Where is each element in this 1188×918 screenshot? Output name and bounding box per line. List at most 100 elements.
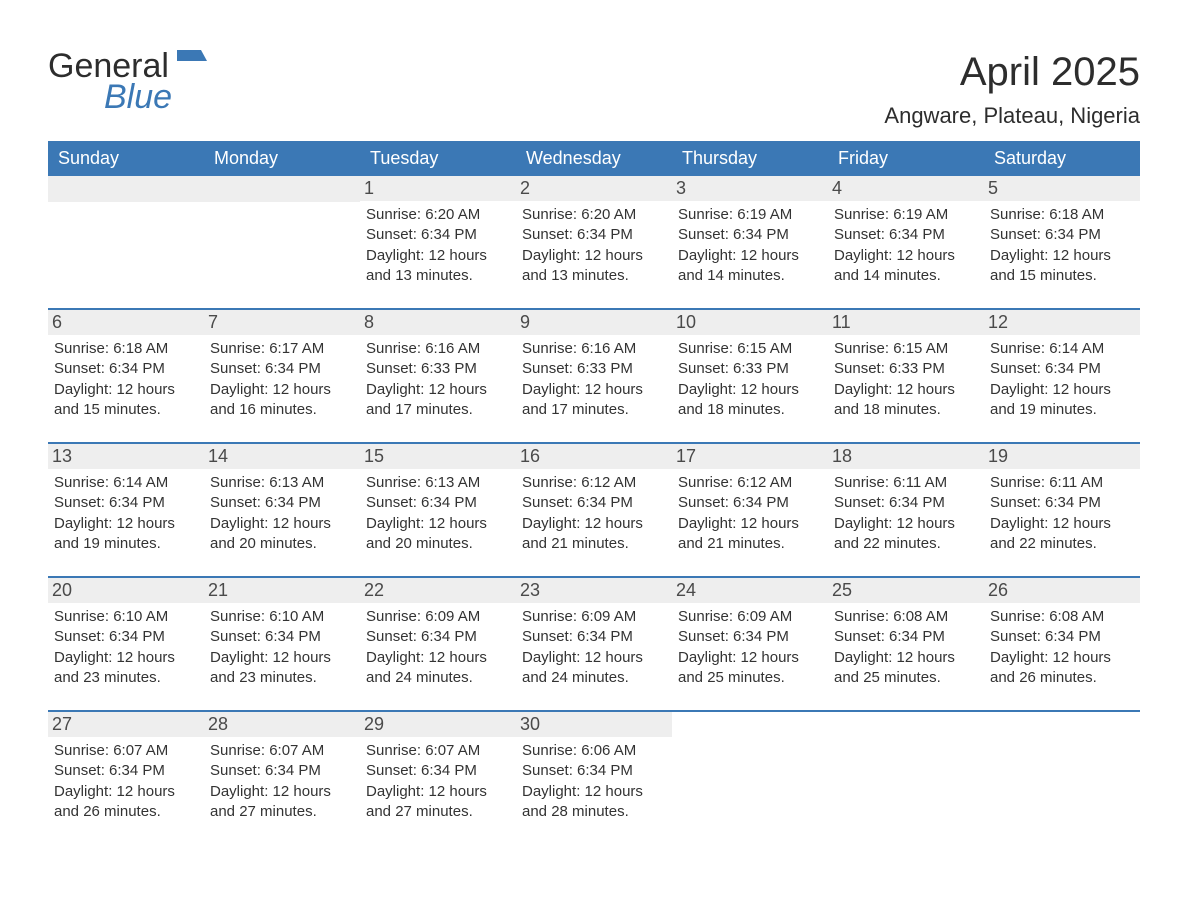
day-header: Sunday (48, 141, 204, 176)
day-number: 26 (984, 578, 1140, 603)
sunrise-text: Sunrise: 6:17 AM (210, 339, 354, 359)
daylight-text: Daylight: 12 hours and 23 minutes. (210, 648, 354, 689)
day-number: 5 (984, 176, 1140, 201)
day-cell: 12Sunrise: 6:14 AMSunset: 6:34 PMDayligh… (984, 310, 1140, 428)
day-number: 23 (516, 578, 672, 603)
sunrise-text: Sunrise: 6:08 AM (990, 607, 1134, 627)
day-number: 11 (828, 310, 984, 335)
sunset-text: Sunset: 6:34 PM (522, 493, 666, 513)
sunset-text: Sunset: 6:34 PM (366, 761, 510, 781)
sunrise-text: Sunrise: 6:07 AM (54, 741, 198, 761)
day-content: Sunrise: 6:15 AMSunset: 6:33 PMDaylight:… (678, 339, 822, 420)
sunset-text: Sunset: 6:34 PM (54, 761, 198, 781)
logo-flag-icon (177, 50, 207, 77)
sunrise-text: Sunrise: 6:12 AM (522, 473, 666, 493)
day-number: 6 (48, 310, 204, 335)
daylight-text: Daylight: 12 hours and 22 minutes. (834, 514, 978, 555)
daylight-text: Daylight: 12 hours and 21 minutes. (678, 514, 822, 555)
sunset-text: Sunset: 6:34 PM (54, 493, 198, 513)
day-cell: 29 Sunrise: 6:07 AMSunset: 6:34 PMDayligh… (360, 712, 516, 830)
day-content: Sunrise: 6:09 AMSunset: 6:34 PMDaylight:… (678, 607, 822, 688)
day-content: Sunrise: 6:17 AMSunset: 6:34 PMDaylight:… (210, 339, 354, 420)
day-content: Sunrise: 6:10 AMSunset: 6:34 PMDaylight:… (210, 607, 354, 688)
day-content: Sunrise: 6:08 AMSunset: 6:34 PMDaylight:… (834, 607, 978, 688)
day-content: Sunrise: 6:08 AMSunset: 6:34 PMDaylight:… (990, 607, 1134, 688)
daylight-text: Daylight: 12 hours and 26 minutes. (990, 648, 1134, 689)
sunset-text: Sunset: 6:33 PM (522, 359, 666, 379)
daylight-text: Daylight: 12 hours and 17 minutes. (366, 380, 510, 421)
day-cell: 4Sunrise: 6:19 AMSunset: 6:34 PMDaylight… (828, 176, 984, 294)
day-number: 22 (360, 578, 516, 603)
page-header: General Blue April 2025 Angware, Plateau… (48, 50, 1140, 129)
day-content: Sunrise: 6:07 AMSunset: 6:34 PMDaylight:… (54, 741, 198, 822)
day-content: Sunrise: 6:09 AMSunset: 6:34 PMDaylight:… (522, 607, 666, 688)
day-number: 12 (984, 310, 1140, 335)
daylight-text: Daylight: 12 hours and 19 minutes. (990, 380, 1134, 421)
sunrise-text: Sunrise: 6:11 AM (990, 473, 1134, 493)
sunset-text: Sunset: 6:34 PM (834, 225, 978, 245)
day-cell (672, 712, 828, 830)
sunrise-text: Sunrise: 6:16 AM (522, 339, 666, 359)
day-cell: 16Sunrise: 6:12 AMSunset: 6:34 PMDayligh… (516, 444, 672, 562)
day-header: Tuesday (360, 141, 516, 176)
day-content: Sunrise: 6:20 AMSunset: 6:34 PMDaylight:… (522, 205, 666, 286)
day-cell: 27Sunrise: 6:07 AMSunset: 6:34 PMDayligh… (48, 712, 204, 830)
day-cell: 14Sunrise: 6:13 AMSunset: 6:34 PMDayligh… (204, 444, 360, 562)
day-header: Thursday (672, 141, 828, 176)
daylight-text: Daylight: 12 hours and 24 minutes. (366, 648, 510, 689)
sunrise-text: Sunrise: 6:15 AM (834, 339, 978, 359)
day-content: Sunrise: 6:18 AMSunset: 6:34 PMDaylight:… (990, 205, 1134, 286)
daylight-text: Daylight: 12 hours and 20 minutes. (366, 514, 510, 555)
day-header: Saturday (984, 141, 1140, 176)
sunrise-text: Sunrise: 6:09 AM (366, 607, 510, 627)
sunrise-text: Sunrise: 6:19 AM (834, 205, 978, 225)
day-cell: 23 Sunrise: 6:09 AMSunset: 6:34 PMDayligh… (516, 578, 672, 696)
daylight-text: Daylight: 12 hours and 25 minutes. (834, 648, 978, 689)
day-cell: 17Sunrise: 6:12 AMSunset: 6:34 PMDayligh… (672, 444, 828, 562)
sunset-text: Sunset: 6:34 PM (990, 627, 1134, 647)
sunset-text: Sunset: 6:34 PM (210, 627, 354, 647)
day-number: 2 (516, 176, 672, 201)
day-number: 13 (48, 444, 204, 469)
sunrise-text: Sunrise: 6:14 AM (54, 473, 198, 493)
day-content: Sunrise: 6:13 AMSunset: 6:34 PMDaylight:… (366, 473, 510, 554)
daylight-text: Daylight: 12 hours and 15 minutes. (990, 246, 1134, 287)
calendar: SundayMondayTuesdayWednesdayThursdayFrid… (48, 141, 1140, 830)
day-cell: 18Sunrise: 6:11 AMSunset: 6:34 PMDayligh… (828, 444, 984, 562)
day-content: Sunrise: 6:15 AMSunset: 6:33 PMDaylight:… (834, 339, 978, 420)
sunrise-text: Sunrise: 6:09 AM (678, 607, 822, 627)
day-cell: 30Sunrise: 6:06 AMSunset: 6:34 PMDayligh… (516, 712, 672, 830)
day-cell (48, 176, 204, 294)
day-number: 25 (828, 578, 984, 603)
daylight-text: Daylight: 12 hours and 14 minutes. (834, 246, 978, 287)
sunset-text: Sunset: 6:34 PM (366, 225, 510, 245)
daylight-text: Daylight: 12 hours and 14 minutes. (678, 246, 822, 287)
day-cell: 15Sunrise: 6:13 AMSunset: 6:34 PMDayligh… (360, 444, 516, 562)
day-content: Sunrise: 6:16 AMSunset: 6:33 PMDaylight:… (522, 339, 666, 420)
daylight-text: Daylight: 12 hours and 15 minutes. (54, 380, 198, 421)
sunset-text: Sunset: 6:34 PM (522, 627, 666, 647)
sunrise-text: Sunrise: 6:15 AM (678, 339, 822, 359)
day-cell: 11 Sunrise: 6:15 AMSunset: 6:33 PMDayligh… (828, 310, 984, 428)
sunset-text: Sunset: 6:34 PM (522, 225, 666, 245)
day-number: 14 (204, 444, 360, 469)
day-number: 1 (360, 176, 516, 201)
day-content: Sunrise: 6:07 AMSunset: 6:34 PMDaylight:… (366, 741, 510, 822)
day-content: Sunrise: 6:10 AMSunset: 6:34 PMDaylight:… (54, 607, 198, 688)
day-number: 16 (516, 444, 672, 469)
day-content: Sunrise: 6:12 AMSunset: 6:34 PMDaylight:… (678, 473, 822, 554)
sunrise-text: Sunrise: 6:07 AM (366, 741, 510, 761)
sunset-text: Sunset: 6:34 PM (54, 627, 198, 647)
sunset-text: Sunset: 6:34 PM (990, 493, 1134, 513)
day-number: 24 (672, 578, 828, 603)
day-number: 19 (984, 444, 1140, 469)
logo: General Blue (48, 50, 207, 117)
daylight-text: Daylight: 12 hours and 22 minutes. (990, 514, 1134, 555)
day-cell: 8Sunrise: 6:16 AMSunset: 6:33 PMDaylight… (360, 310, 516, 428)
day-header-row: SundayMondayTuesdayWednesdayThursdayFrid… (48, 141, 1140, 176)
day-number: 21 (204, 578, 360, 603)
sunrise-text: Sunrise: 6:08 AM (834, 607, 978, 627)
day-number: 29 (360, 712, 516, 737)
day-cell: 13Sunrise: 6:14 AMSunset: 6:34 PMDayligh… (48, 444, 204, 562)
day-cell: 10Sunrise: 6:15 AMSunset: 6:33 PMDayligh… (672, 310, 828, 428)
